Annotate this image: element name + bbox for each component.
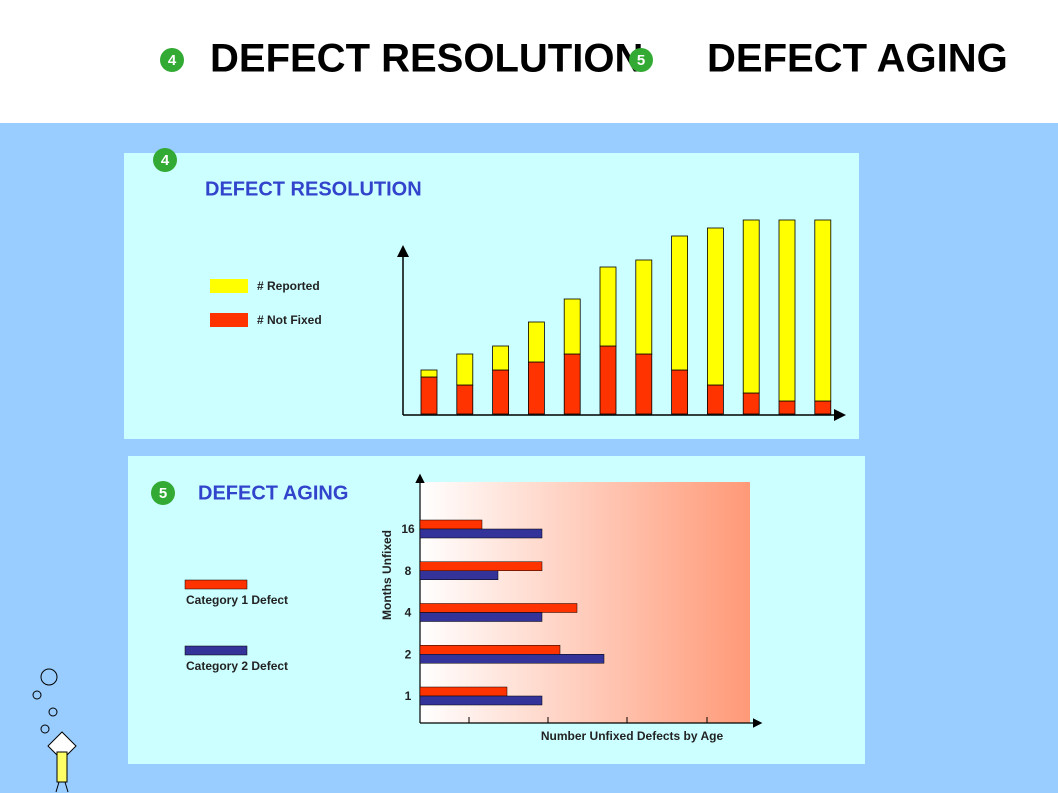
bar	[419, 686, 508, 697]
bar-segment	[528, 361, 545, 415]
bar-segment	[456, 384, 474, 415]
y-tick-label: 1	[405, 689, 412, 703]
panel	[124, 153, 859, 439]
chart-title: DEFECT AGING	[198, 482, 348, 504]
bar-segment	[707, 227, 724, 386]
badge-label: 5	[637, 52, 645, 69]
bar-segment	[778, 400, 796, 415]
bar	[419, 695, 543, 706]
legend-label: Category 2 Defect	[186, 659, 288, 673]
y-tick-label: 2	[405, 647, 412, 661]
bar-segment	[599, 345, 617, 415]
bar-segment	[528, 321, 545, 363]
badge	[629, 48, 653, 72]
legend-swatch	[210, 313, 248, 327]
legend-swatch	[184, 579, 248, 590]
bar-segment	[742, 219, 760, 394]
bar-segment	[742, 392, 760, 415]
bar-segment	[492, 345, 510, 371]
y-tick-label: 16	[401, 522, 415, 536]
y-tick-label: 4	[405, 606, 412, 620]
bar	[419, 612, 543, 622]
y-tick-label: 8	[405, 564, 412, 578]
bar-segment	[671, 235, 688, 371]
legend-swatch	[184, 645, 248, 656]
x-axis-label: Number Unfixed Defects by Age	[541, 729, 724, 743]
bar-segment	[492, 369, 510, 415]
legend-label: # Reported	[257, 279, 320, 293]
bar-segment	[599, 266, 617, 347]
header-title: DEFECT AGING	[707, 37, 1008, 81]
chart-title: DEFECT RESOLUTION	[205, 178, 422, 200]
badge-label: 4	[161, 152, 170, 169]
badge-label: 5	[159, 485, 167, 502]
badge	[153, 148, 177, 172]
bar	[419, 528, 543, 539]
legend-label: # Not Fixed	[257, 313, 322, 327]
bar-segment	[456, 353, 474, 386]
bar-segment	[707, 384, 724, 415]
bar-segment	[635, 353, 653, 415]
bar-segment	[814, 400, 832, 415]
bar-segment	[420, 369, 438, 378]
badge	[160, 48, 184, 72]
bar-segment	[671, 369, 688, 415]
bar	[419, 645, 561, 655]
bar-segment	[635, 259, 653, 355]
badge	[151, 481, 175, 505]
y-axis-label: Months Unfixed	[380, 530, 394, 620]
badge-label: 4	[168, 52, 177, 69]
bar	[419, 561, 543, 571]
bar-segment	[778, 219, 796, 402]
bar	[419, 519, 483, 530]
bar-segment	[420, 376, 438, 415]
bar-segment	[563, 298, 581, 355]
legend-label: Category 1 Defect	[186, 593, 288, 607]
bar	[419, 603, 578, 613]
mascot	[32, 668, 77, 793]
bar-segment	[814, 219, 832, 402]
bar-segment	[563, 353, 581, 415]
bar	[419, 570, 499, 580]
legend-swatch	[210, 279, 248, 293]
bar	[419, 654, 605, 664]
header-title: DEFECT RESOLUTION	[210, 37, 643, 81]
